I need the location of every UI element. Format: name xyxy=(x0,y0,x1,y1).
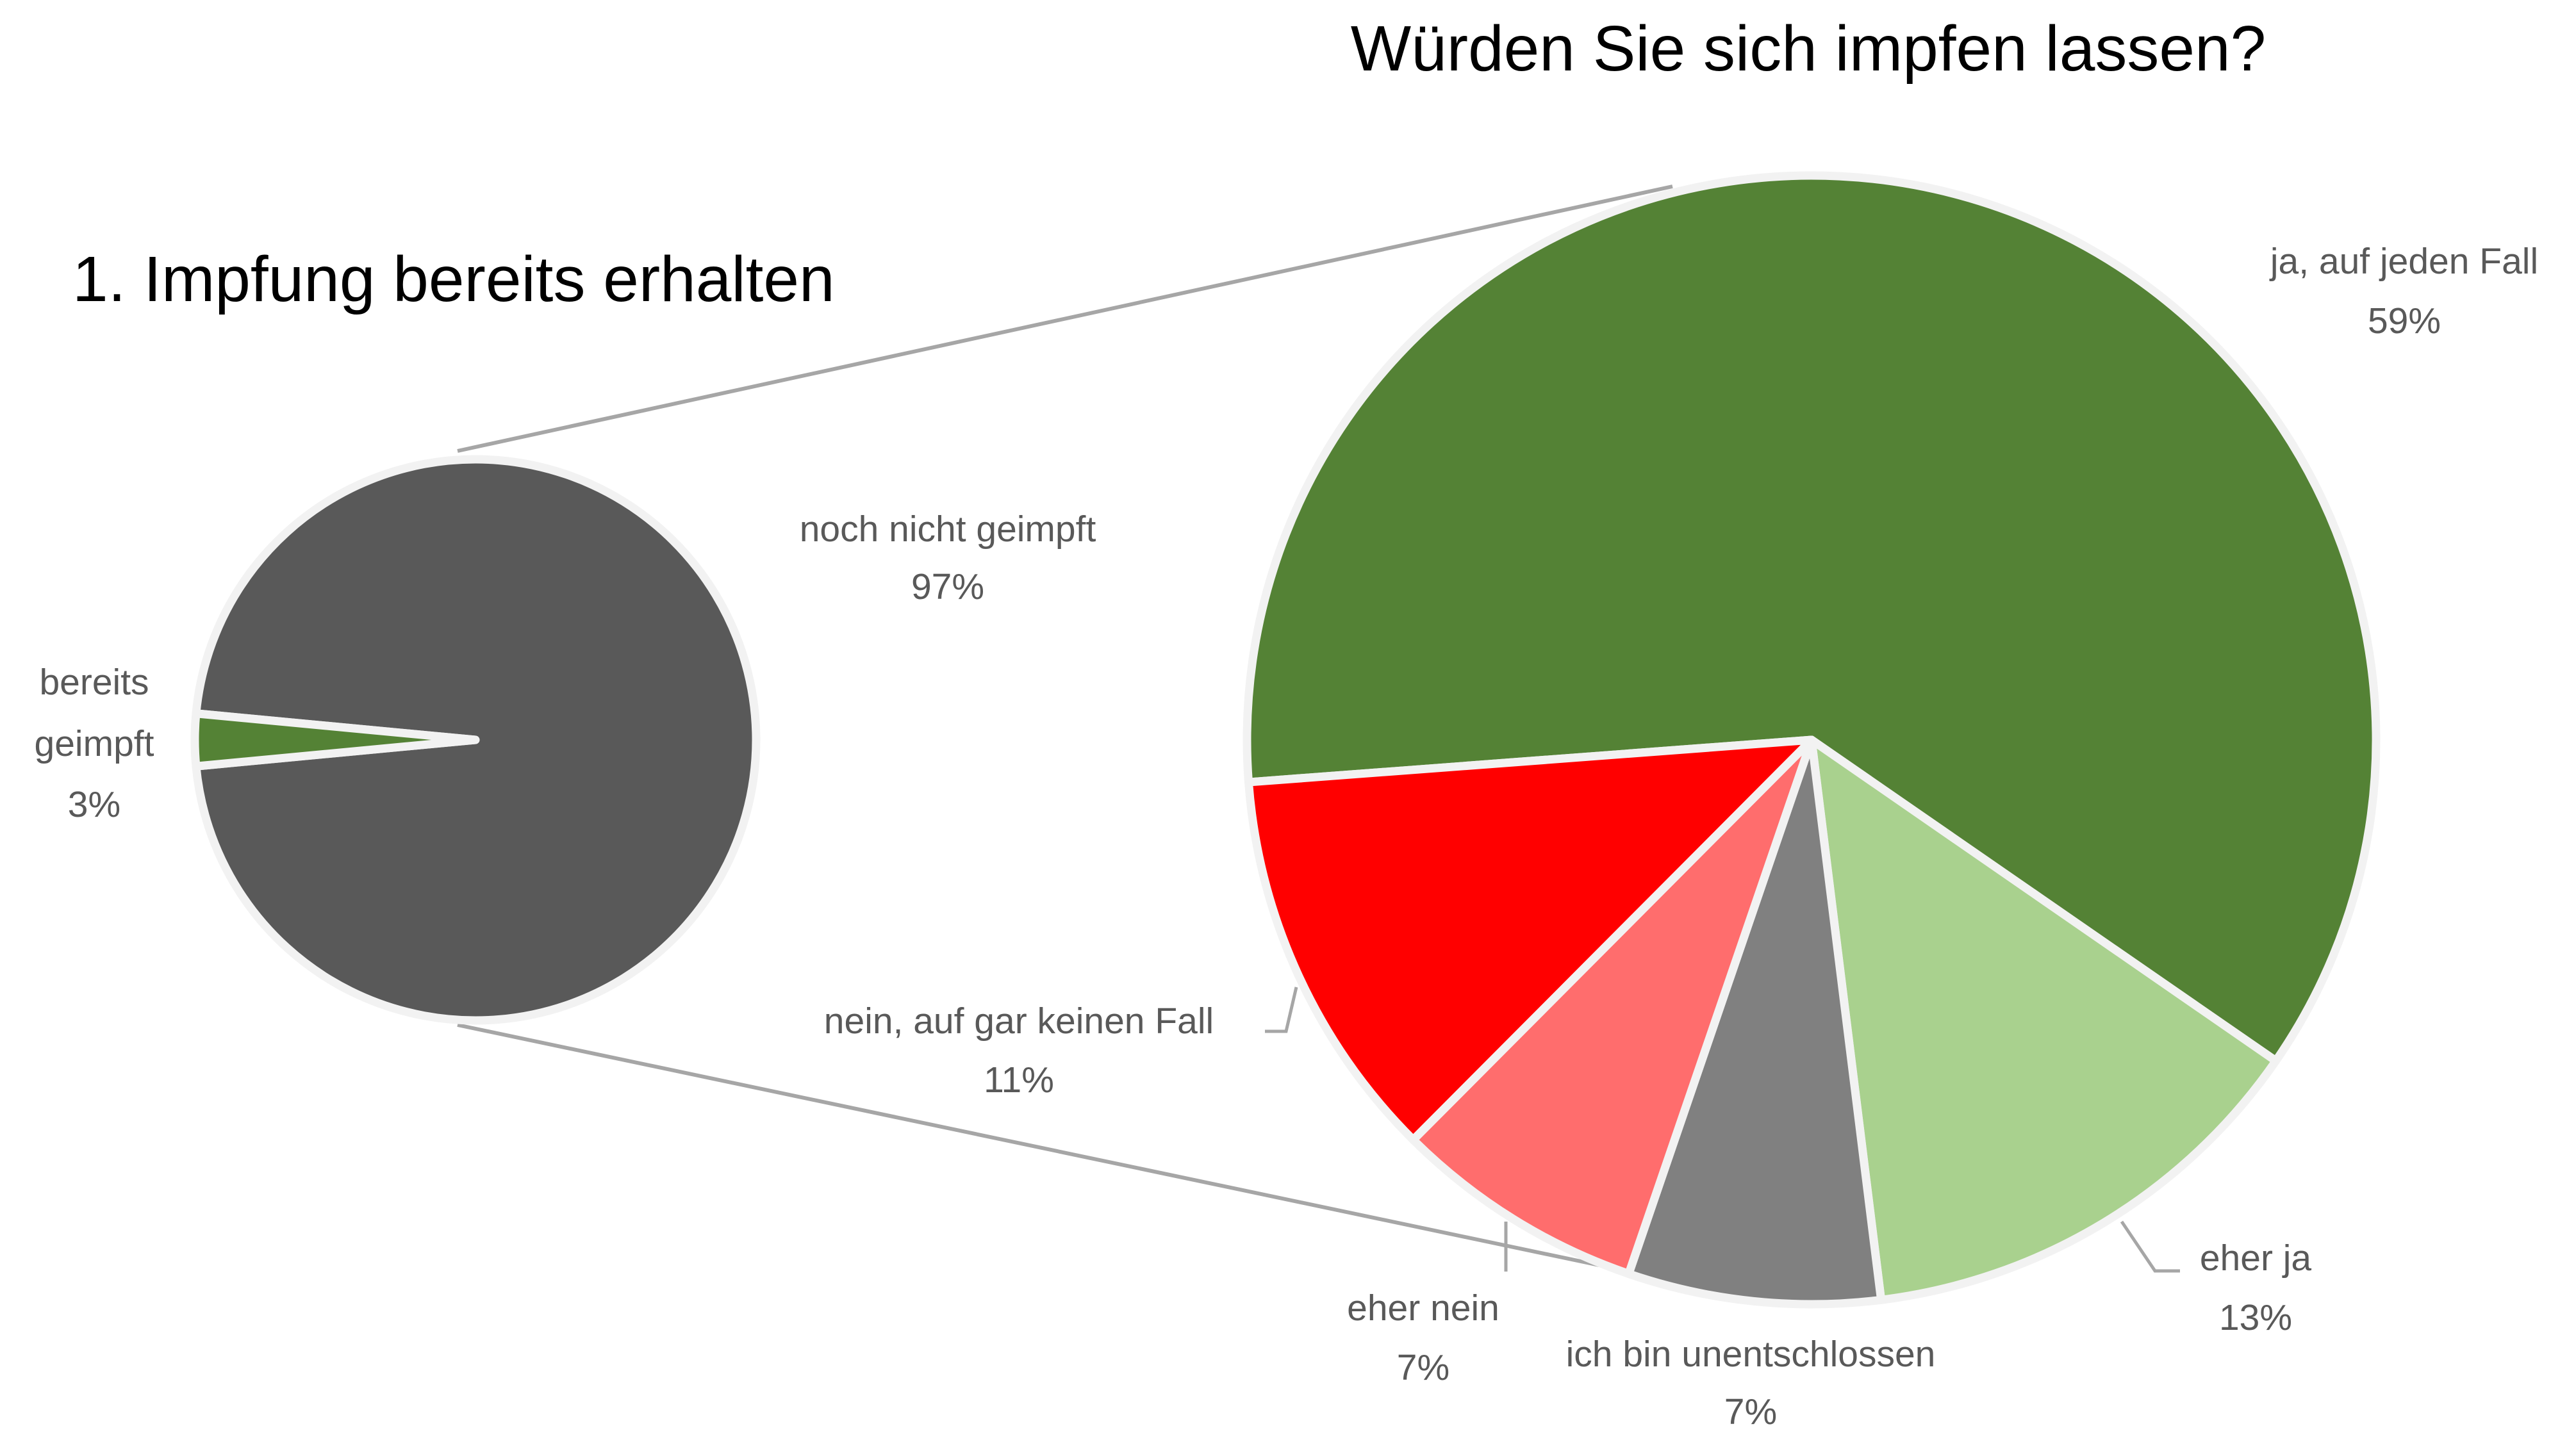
data-label-geimpft: geimpft xyxy=(35,723,154,764)
data-value-eher-nein: 7% xyxy=(1397,1347,1449,1388)
chart-title-primary: 1. Impfung bereits erhalten xyxy=(72,243,835,315)
primary-pie xyxy=(190,455,761,1025)
data-value-eher-ja: 13% xyxy=(2219,1297,2292,1338)
pie-slice-ich-bin-unentschlossen xyxy=(1624,735,1886,1309)
data-value-noch-nicht-geimpft: 97% xyxy=(911,566,984,607)
leader-line-eher-ja xyxy=(2120,1220,2180,1273)
pie-slice-eher-nein xyxy=(1408,735,1816,1279)
chart-title-secondary: Würden Sie sich impfen lassen? xyxy=(1351,13,2266,85)
connector-line-bottom xyxy=(457,1023,1627,1273)
data-label-unentschlossen: ich bin unentschlossen xyxy=(1566,1334,1936,1375)
pie-slice-eher-ja xyxy=(1807,735,2281,1304)
data-value-unentschlossen: 7% xyxy=(1724,1391,1777,1432)
data-label-bereits: bereits xyxy=(39,662,149,703)
data-label-noch-nicht-geimpft: noch nicht geimpft xyxy=(800,509,1096,550)
data-label-ja: ja, auf jeden Fall xyxy=(2269,241,2538,282)
data-label-eher-ja: eher ja xyxy=(2200,1238,2312,1279)
secondary-pie xyxy=(1243,171,2381,1309)
pie-slice-bereits xyxy=(190,709,480,771)
data-value-bereits-geimpft: 3% xyxy=(68,784,120,825)
data-value-nein: 11% xyxy=(984,1060,1054,1101)
data-value-ja: 59% xyxy=(2368,300,2441,341)
leader-line-nein xyxy=(1265,986,1298,1033)
connector-line-top xyxy=(457,184,1673,453)
data-label-eher-nein: eher nein xyxy=(1347,1288,1499,1329)
pie-slice-ja-auf-jeden-fall xyxy=(1243,171,2381,1065)
data-label-nein: nein, auf gar keinen Fall xyxy=(824,1001,1214,1042)
pie-slice-nein-auf-gar-keinen-fall xyxy=(1244,735,1816,1144)
